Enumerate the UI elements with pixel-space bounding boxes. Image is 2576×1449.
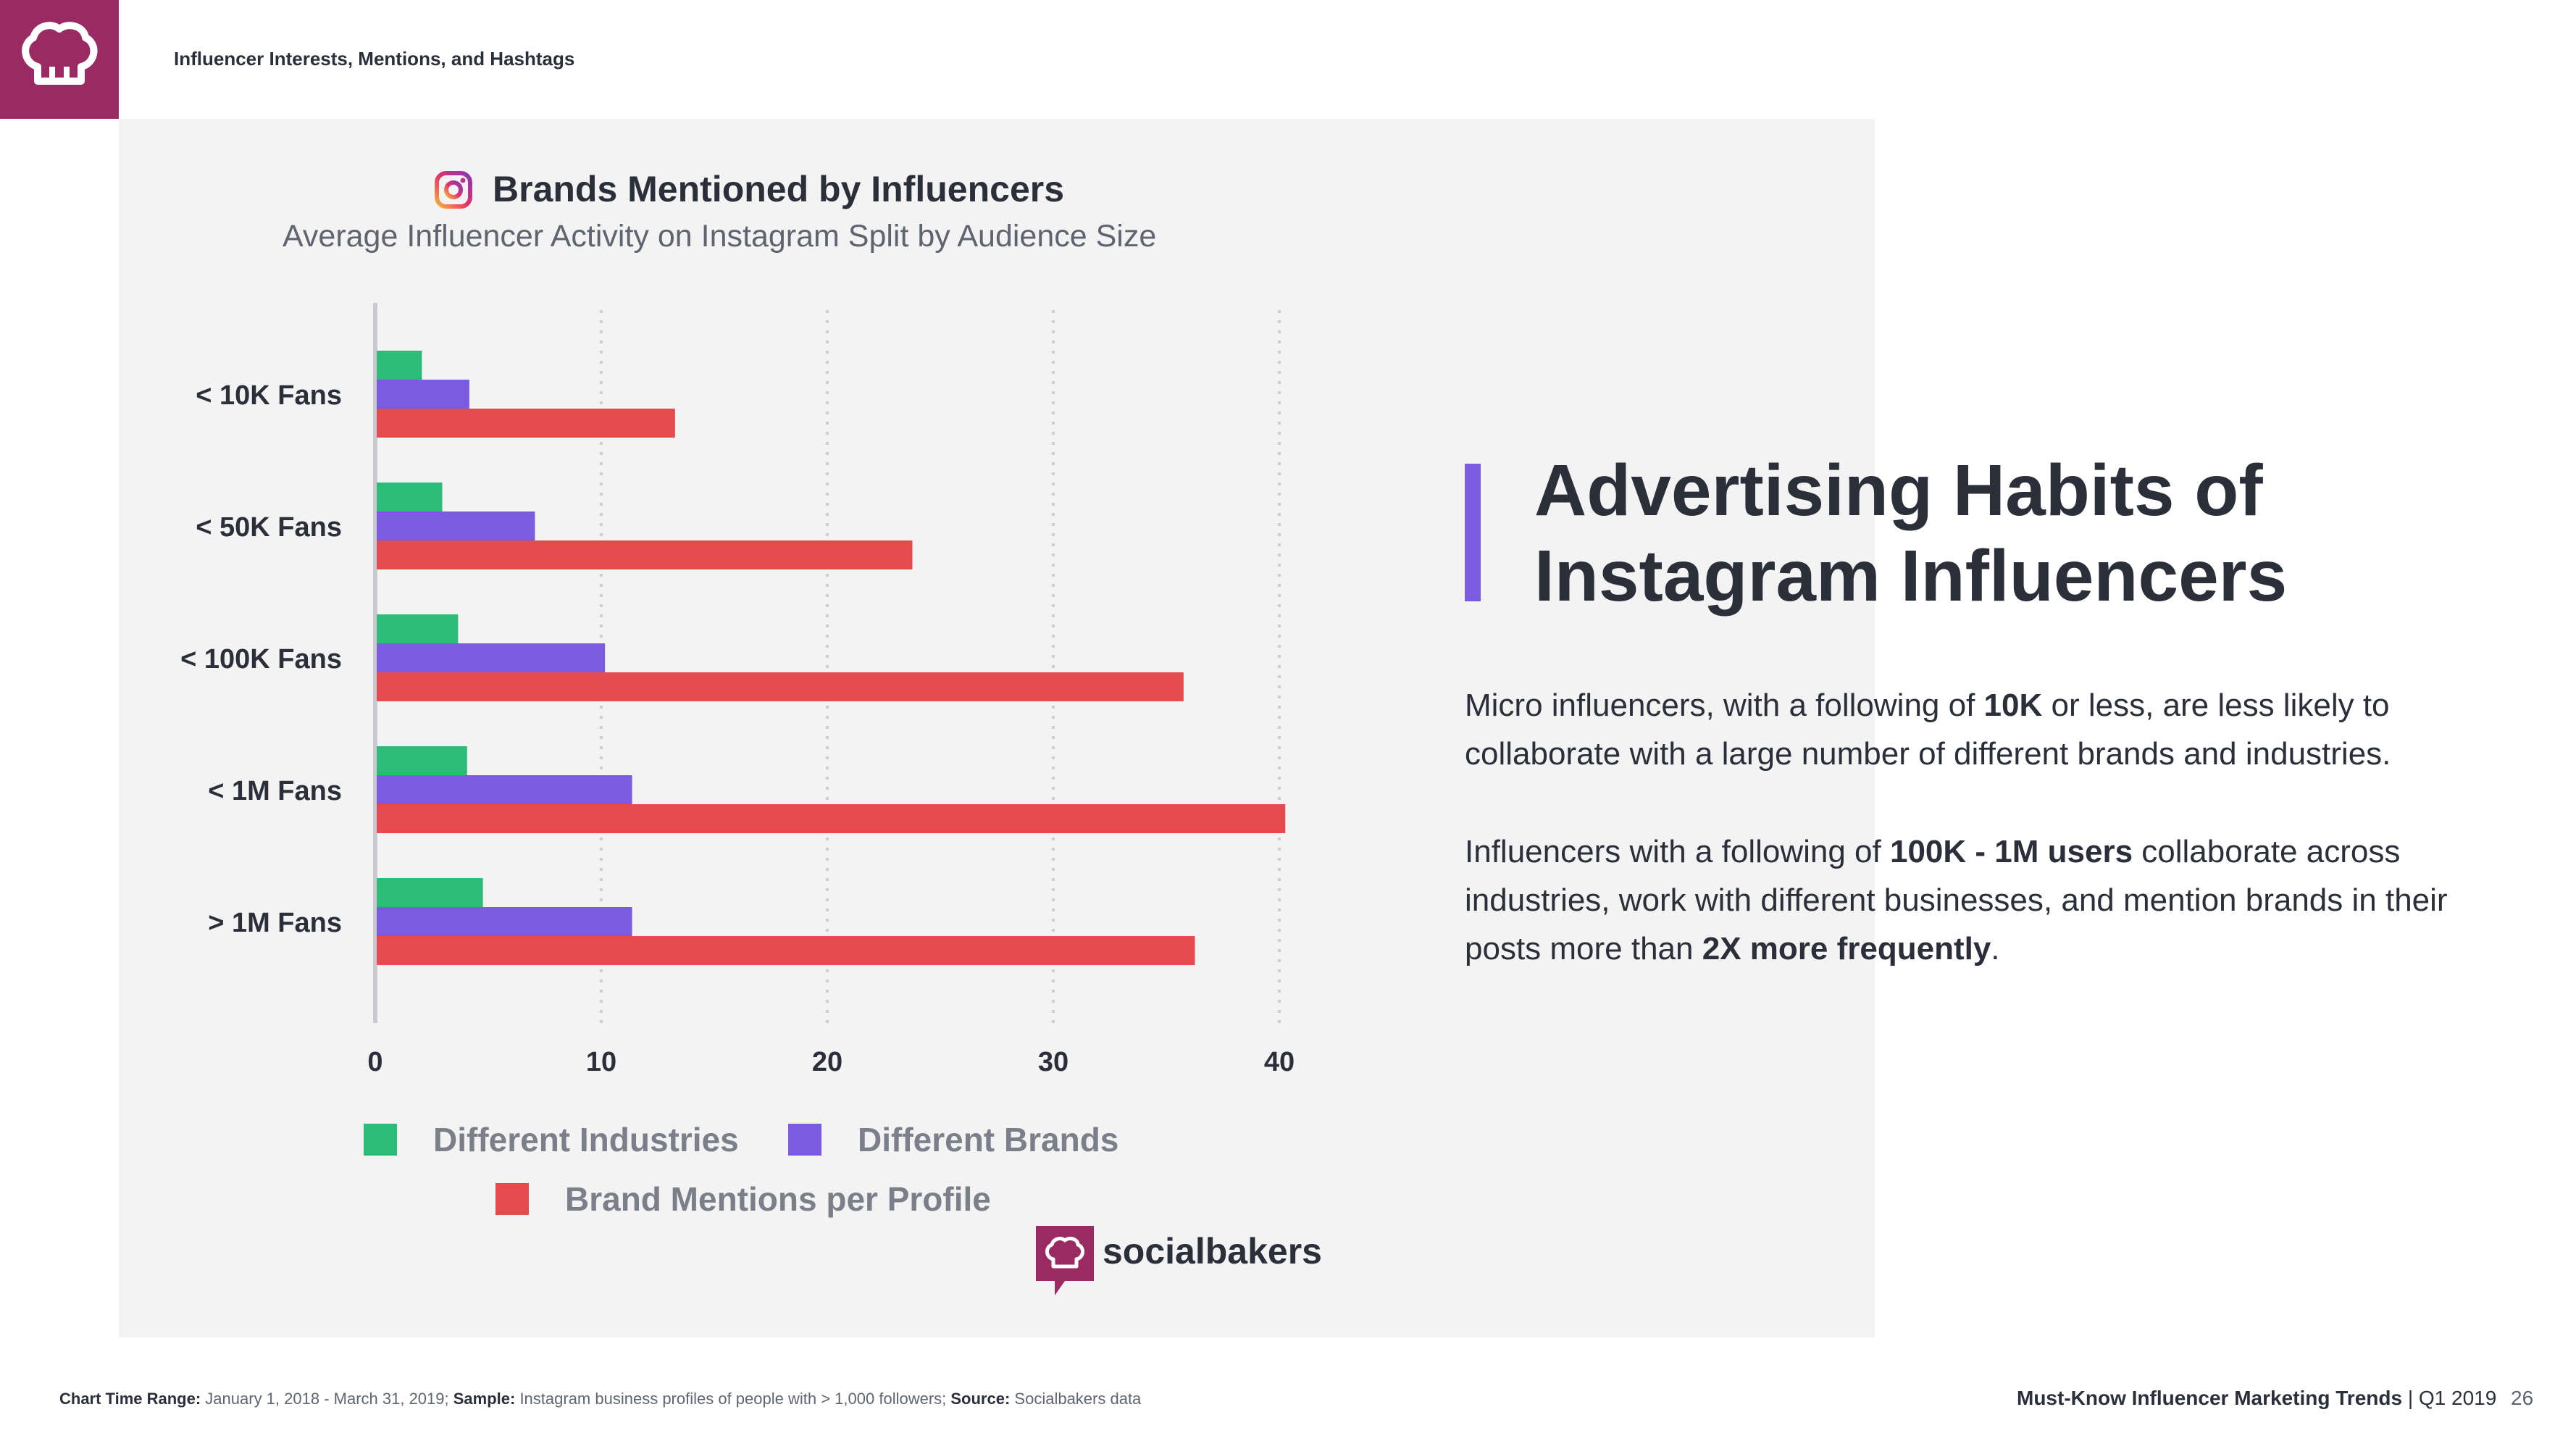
chart-title: Brands Mentioned by Influencers — [493, 169, 1065, 209]
bar-chart: 0 10 20 30 40 < 10K Fans < 50K Fans < 100K Fans… — [180, 303, 1295, 1077]
page-number: 26 — [2511, 1387, 2534, 1409]
bar — [377, 907, 632, 936]
socialbakers-wordmark: socialbakers — [1103, 1231, 1322, 1271]
bar — [377, 409, 675, 438]
category-label: < 1M Fans — [208, 776, 342, 806]
legend-swatch-industries — [364, 1124, 397, 1156]
chart-subtitle: Average Influencer Activity on Instagram… — [283, 219, 1157, 254]
legend-item-mentions: Brand Mentions per Profile — [495, 1179, 991, 1219]
socialbakers-logo-icon — [1036, 1226, 1094, 1295]
bar — [377, 775, 632, 804]
chart-panel — [119, 119, 1875, 1337]
category-label: < 100K Fans — [180, 644, 342, 675]
heading-accent-bar — [1465, 464, 1481, 601]
bar — [377, 878, 483, 907]
x-tick-label: 40 — [1264, 1047, 1295, 1077]
legend-swatch-mentions — [495, 1183, 529, 1215]
bar — [377, 643, 606, 672]
x-tick-label: 10 — [586, 1047, 616, 1077]
heading-line-2: Instagram Influencers — [1534, 535, 2288, 617]
x-tick-label: 30 — [1038, 1047, 1069, 1077]
legend-item-industries: Different Industries — [364, 1120, 739, 1159]
bar — [377, 936, 1195, 965]
paragraph-large-influencers: Influencers with a following of 100K - 1… — [1465, 834, 2448, 966]
paragraph-micro-influencers: Micro influencers, with a following of 1… — [1465, 688, 2391, 772]
bar — [377, 511, 535, 540]
heading-line-1: Advertising Habits of — [1534, 450, 2263, 531]
bar — [377, 380, 469, 409]
chart-footnote: Chart Time Range: January 1, 2018 - Marc… — [59, 1390, 1142, 1408]
legend-label-industries: Different Industries — [433, 1121, 739, 1158]
bar — [377, 540, 913, 569]
bar — [377, 614, 459, 643]
legend-item-brands: Different Brands — [788, 1120, 1118, 1159]
bar — [377, 351, 422, 380]
category-label: > 1M Fans — [208, 908, 342, 938]
brand-logo-box — [0, 0, 119, 119]
instagram-icon — [435, 171, 472, 209]
legend-label-brands: Different Brands — [858, 1121, 1119, 1158]
legend-label-mentions: Brand Mentions per Profile — [565, 1180, 991, 1218]
bar — [377, 483, 443, 511]
report-title: Must-Know Influencer Marketing Trends | … — [2017, 1387, 2497, 1409]
x-tick-label: 0 — [367, 1047, 382, 1077]
bar — [377, 804, 1286, 833]
legend-swatch-brands — [788, 1124, 821, 1156]
x-tick-label: 20 — [812, 1047, 842, 1077]
bar — [377, 672, 1184, 701]
bar — [377, 746, 467, 775]
section-heading: Advertising Habits of Instagram Influenc… — [1534, 448, 2476, 619]
category-label: < 10K Fans — [196, 380, 342, 411]
category-label: < 50K Fans — [196, 512, 342, 543]
page-header-title: Influencer Interests, Mentions, and Hash… — [174, 48, 575, 70]
chef-hat-icon — [22, 22, 98, 85]
